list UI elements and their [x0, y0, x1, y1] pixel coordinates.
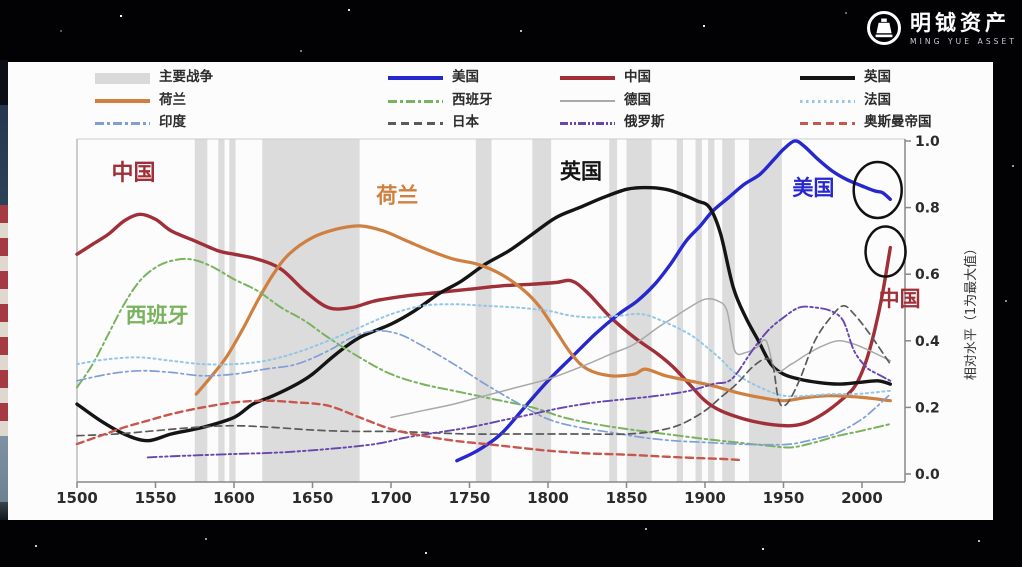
war-band [475, 139, 492, 482]
legend-label: 俄罗斯 [624, 114, 665, 130]
series-line-usa [455, 139, 892, 463]
war-band [748, 139, 782, 482]
legend-item-ottoman: 奥斯曼帝国 [800, 114, 932, 131]
legend-item-spain: 西班牙 [388, 92, 493, 109]
legend-label: 印度 [159, 114, 186, 130]
legend-label: 法国 [864, 92, 891, 108]
logo-name: 明钺资产 [910, 10, 1010, 35]
logo-subtitle: MING YUE ASSET [910, 36, 1018, 46]
legend-item-china: 中国 [560, 69, 651, 86]
legend-swatch [95, 72, 150, 84]
war-band [708, 139, 715, 482]
flag-edge-image [0, 60, 8, 520]
legend-swatch [800, 121, 855, 125]
mingyue-logo: 明钺资产 MING YUE ASSET [866, 10, 1017, 46]
y-tick-label: 0.8 [915, 201, 940, 217]
legend-item-uk: 英国 [800, 69, 891, 86]
legend-label: 西班牙 [452, 92, 493, 108]
legend-swatch [800, 99, 855, 103]
series-line-china [75, 212, 892, 428]
x-tick-label: 1500 [56, 489, 98, 507]
war-band [229, 139, 236, 482]
chart-panel [8, 62, 993, 520]
legend-label: 德国 [624, 92, 651, 108]
series-line-netherlands [194, 224, 892, 403]
y-axis-title: 相对水平（1为最大值） [963, 242, 979, 380]
war-band [194, 139, 208, 482]
series-line-germany [390, 297, 892, 419]
legend-swatch [388, 76, 443, 80]
series-line-russia [146, 305, 892, 459]
series-line-japan [76, 304, 892, 437]
y-tick-label: 1.0 [915, 134, 940, 150]
war-band [609, 139, 618, 482]
highlight-circle [864, 225, 907, 278]
x-tick-label: 1650 [292, 489, 334, 507]
x-tick-label: 1550 [135, 489, 177, 507]
x-tick-label: 1750 [449, 489, 491, 507]
legend-label: 美国 [452, 69, 479, 85]
legend-swatch [560, 76, 615, 80]
legend-label: 奥斯曼帝国 [864, 114, 932, 130]
y-tick-label: 0.2 [915, 400, 940, 416]
country-label: 中国 [879, 287, 921, 311]
y-tick-label: 0.6 [915, 267, 940, 283]
legend-item-usa: 美国 [388, 69, 479, 86]
war-band [262, 139, 360, 482]
highlight-circle [852, 160, 903, 220]
x-tick-label: 1950 [763, 489, 805, 507]
legend-label: 荷兰 [159, 92, 186, 108]
country-label: 美国 [792, 176, 834, 200]
country-label: 西班牙 [126, 303, 189, 327]
legend-label: 日本 [452, 114, 479, 130]
legend-swatch [95, 99, 150, 103]
y-tick-label: 0.0 [915, 467, 940, 483]
legend-label: 主要战争 [159, 69, 213, 85]
y-tick-label: 0.4 [915, 334, 940, 350]
country-label: 英国 [560, 159, 602, 183]
war-band [695, 139, 702, 482]
legend-item-russia: 俄罗斯 [560, 114, 665, 131]
legend-swatch [95, 121, 150, 125]
legend-swatch [560, 121, 615, 125]
series-line-india [76, 329, 892, 446]
legend-item-japan: 日本 [388, 114, 479, 131]
legend-item-india: 印度 [95, 114, 186, 131]
x-tick-label: 1850 [606, 489, 648, 507]
x-tick-label: 1800 [527, 489, 569, 507]
war-band [676, 139, 684, 482]
legend-label: 中国 [624, 69, 651, 85]
bell-logo-icon [867, 11, 901, 45]
legend-swatch [388, 99, 443, 103]
legend-item-germany: 德国 [560, 92, 651, 109]
war-band [722, 139, 735, 482]
war-band [218, 139, 225, 482]
x-tick-label: 1600 [213, 489, 255, 507]
legend-swatch [388, 121, 443, 125]
series-line-france [76, 303, 892, 398]
country-label: 荷兰 [376, 184, 418, 208]
x-tick-label: 2000 [841, 489, 883, 507]
legend-swatch [800, 76, 855, 80]
series-line-ottoman [75, 399, 741, 462]
legend-item-netherlands: 荷兰 [95, 92, 186, 109]
legend-label: 英国 [864, 69, 891, 85]
legend-swatch [560, 100, 615, 102]
war-band [626, 139, 652, 482]
country-label: 中国 [112, 161, 156, 186]
legend-item-france: 法国 [800, 92, 891, 109]
legend-item-wars: 主要战争 [95, 69, 213, 86]
x-tick-label: 1700 [370, 489, 412, 507]
x-tick-label: 1900 [684, 489, 726, 507]
